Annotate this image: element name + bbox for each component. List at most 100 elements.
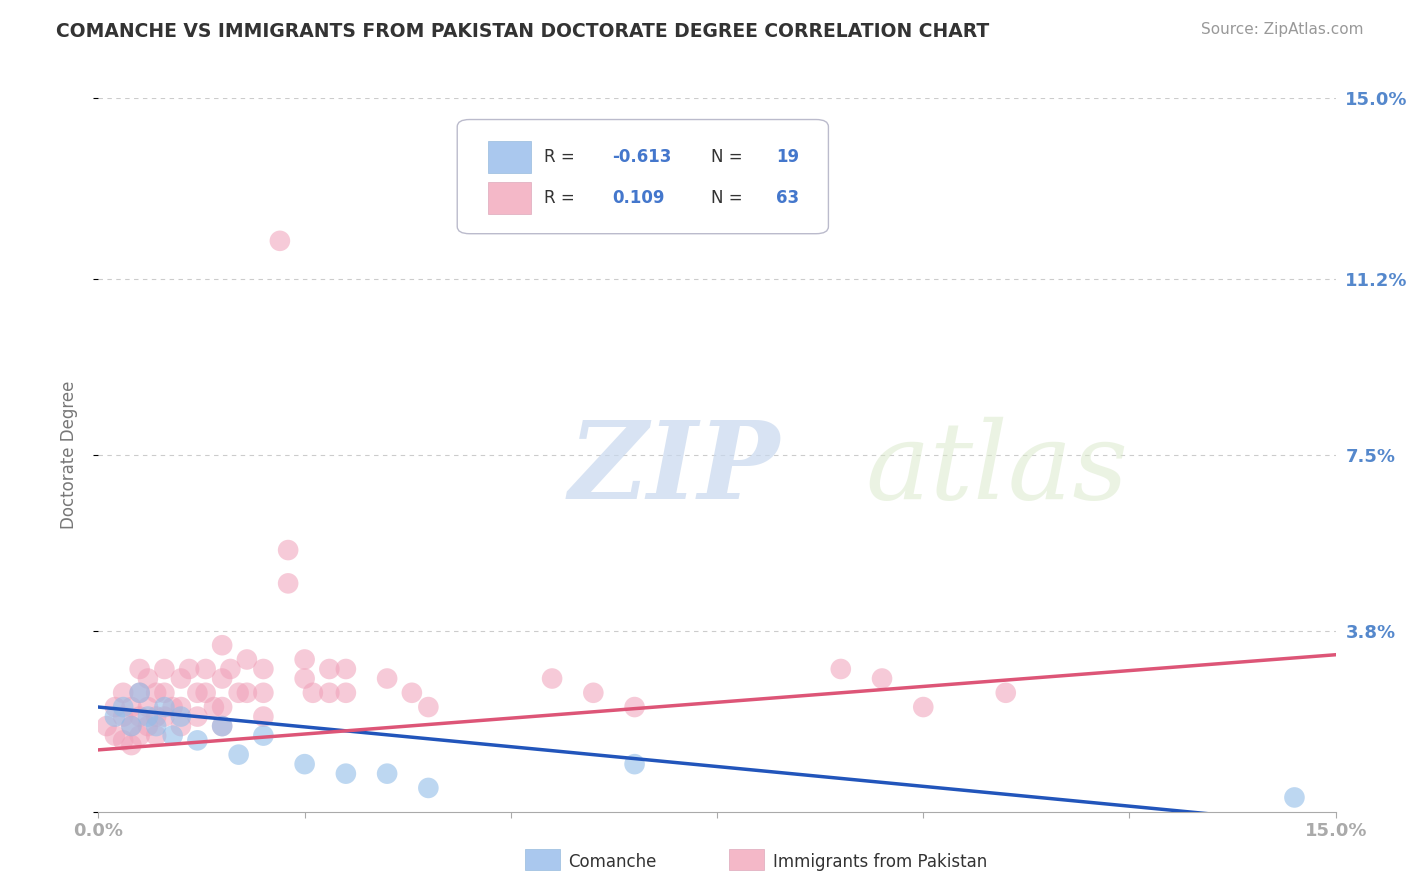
Point <box>418 700 440 714</box>
Point <box>179 662 201 676</box>
Point <box>318 686 340 700</box>
Text: Source: ZipAtlas.com: Source: ZipAtlas.com <box>1201 22 1364 37</box>
Text: Immigrants from Pakistan: Immigrants from Pakistan <box>773 853 987 871</box>
Point <box>120 719 142 733</box>
Point <box>153 662 176 676</box>
Point <box>145 729 167 743</box>
Text: COMANCHE VS IMMIGRANTS FROM PAKISTAN DOCTORATE DEGREE CORRELATION CHART: COMANCHE VS IMMIGRANTS FROM PAKISTAN DOC… <box>56 22 990 41</box>
Text: Comanche: Comanche <box>568 853 657 871</box>
Point <box>582 686 605 700</box>
Y-axis label: Doctorate Degree: Doctorate Degree <box>59 381 77 529</box>
FancyBboxPatch shape <box>457 120 828 234</box>
Point <box>186 733 208 747</box>
Point <box>418 780 440 795</box>
Point <box>153 686 176 700</box>
Point <box>194 662 217 676</box>
Point <box>623 757 645 772</box>
Text: N =: N = <box>711 148 748 166</box>
Point <box>136 719 159 733</box>
FancyBboxPatch shape <box>488 141 531 173</box>
Point <box>335 662 357 676</box>
Point <box>236 686 259 700</box>
Point <box>541 672 564 686</box>
Point <box>194 686 217 700</box>
Point <box>170 700 193 714</box>
Point <box>623 700 645 714</box>
Point <box>170 672 193 686</box>
Point <box>153 700 176 714</box>
Point <box>294 652 316 666</box>
Point <box>1284 790 1306 805</box>
Point <box>136 672 159 686</box>
Point <box>120 700 142 714</box>
Point <box>136 709 159 723</box>
Point <box>120 738 142 752</box>
Point <box>162 729 184 743</box>
Point <box>170 709 193 723</box>
FancyBboxPatch shape <box>526 849 560 871</box>
Point <box>236 652 259 666</box>
Text: 19: 19 <box>776 148 800 166</box>
Point <box>170 719 193 733</box>
Point <box>112 733 135 747</box>
Text: R =: R = <box>544 189 579 207</box>
Point <box>252 729 274 743</box>
Point <box>211 700 233 714</box>
Point <box>128 662 150 676</box>
Point <box>401 686 423 700</box>
Point <box>145 686 167 700</box>
Text: 0.109: 0.109 <box>612 189 665 207</box>
Text: ZIP: ZIP <box>568 417 780 522</box>
Point <box>219 662 242 676</box>
Point <box>128 686 150 700</box>
Point <box>252 686 274 700</box>
FancyBboxPatch shape <box>488 182 531 214</box>
Point <box>277 543 299 558</box>
Point <box>335 686 357 700</box>
Point <box>294 672 316 686</box>
Point <box>228 686 250 700</box>
Point <box>145 719 167 733</box>
Text: R =: R = <box>544 148 579 166</box>
Point <box>211 638 233 652</box>
Point <box>211 719 233 733</box>
Text: atlas: atlas <box>866 417 1129 522</box>
Point <box>186 709 208 723</box>
Point <box>145 709 167 723</box>
Point <box>302 686 325 700</box>
Point <box>830 662 852 676</box>
Point <box>375 672 398 686</box>
Point <box>277 576 299 591</box>
Point <box>104 709 127 723</box>
Point <box>335 766 357 780</box>
Point <box>153 709 176 723</box>
Point <box>186 686 208 700</box>
Point <box>211 672 233 686</box>
Point <box>294 757 316 772</box>
Point <box>120 719 142 733</box>
Text: -0.613: -0.613 <box>612 148 671 166</box>
Point <box>112 700 135 714</box>
Point <box>104 700 127 714</box>
Point <box>96 719 118 733</box>
Point <box>162 700 184 714</box>
Point <box>870 672 893 686</box>
Point <box>912 700 935 714</box>
Point <box>202 700 225 714</box>
Point <box>128 686 150 700</box>
Point <box>252 662 274 676</box>
Point <box>128 709 150 723</box>
Point <box>318 662 340 676</box>
Text: N =: N = <box>711 189 748 207</box>
FancyBboxPatch shape <box>730 849 763 871</box>
Point <box>112 686 135 700</box>
Point <box>128 729 150 743</box>
Point <box>112 709 135 723</box>
Point <box>375 766 398 780</box>
Point <box>211 719 233 733</box>
Point <box>994 686 1017 700</box>
Point <box>104 729 127 743</box>
Point <box>228 747 250 762</box>
Point <box>136 700 159 714</box>
Point <box>252 709 274 723</box>
